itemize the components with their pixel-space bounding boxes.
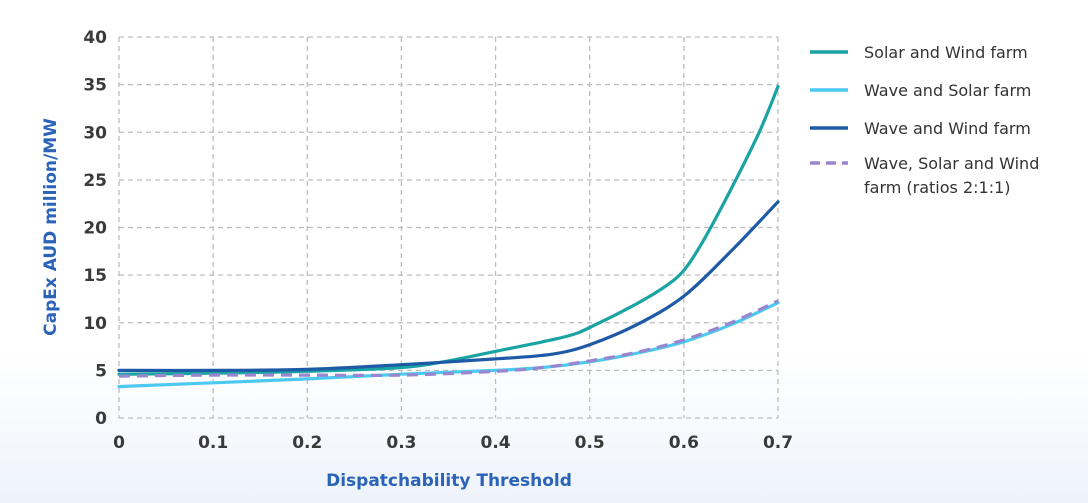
x-axis-ticks: 0 0.1 0.2 0.3 0.4 0.5 0.6 0.7 xyxy=(113,433,793,453)
y-tick-label: 30 xyxy=(83,123,107,143)
y-axis-ticks: 0 5 10 15 20 25 30 35 40 xyxy=(83,28,107,429)
x-axis-title: Dispatchability Threshold xyxy=(326,471,572,491)
series-line-1 xyxy=(117,301,780,389)
plot-series xyxy=(117,84,780,389)
y-tick-label: 35 xyxy=(83,76,107,96)
y-tick-label: 15 xyxy=(83,266,107,286)
y-axis-title: CapEx AUD million/MW xyxy=(41,118,61,336)
legend-label-1: Wave and Solar farm xyxy=(864,81,1031,100)
series-line-2 xyxy=(117,200,780,373)
legend: Solar and Wind farm Wave and Solar farm Wa… xyxy=(810,43,1039,197)
x-tick-label: 0 xyxy=(113,433,125,453)
x-tick-label: 0.4 xyxy=(481,433,511,453)
x-tick-label: 0.5 xyxy=(575,433,605,453)
x-tick-label: 0.6 xyxy=(669,433,699,453)
series-line-3 xyxy=(118,299,779,378)
y-tick-label: 5 xyxy=(95,361,107,381)
y-tick-label: 25 xyxy=(83,171,107,191)
y-tick-label: 40 xyxy=(83,28,107,48)
x-tick-label: 0.3 xyxy=(386,433,416,453)
legend-label-2: Wave and Wind farm xyxy=(864,119,1031,138)
y-tick-label: 20 xyxy=(83,219,107,239)
y-tick-label: 10 xyxy=(83,314,107,334)
legend-label-3: Wave, Solar and Wind farm (ratios 2:1:1) xyxy=(864,154,1039,197)
x-tick-label: 0.1 xyxy=(198,433,228,453)
x-tick-label: 0.7 xyxy=(763,433,793,453)
plot-grid xyxy=(118,36,779,419)
x-tick-label: 0.2 xyxy=(292,433,322,453)
series-line-0 xyxy=(117,84,780,376)
legend-label-0: Solar and Wind farm xyxy=(864,43,1028,62)
y-tick-label: 0 xyxy=(95,409,107,429)
